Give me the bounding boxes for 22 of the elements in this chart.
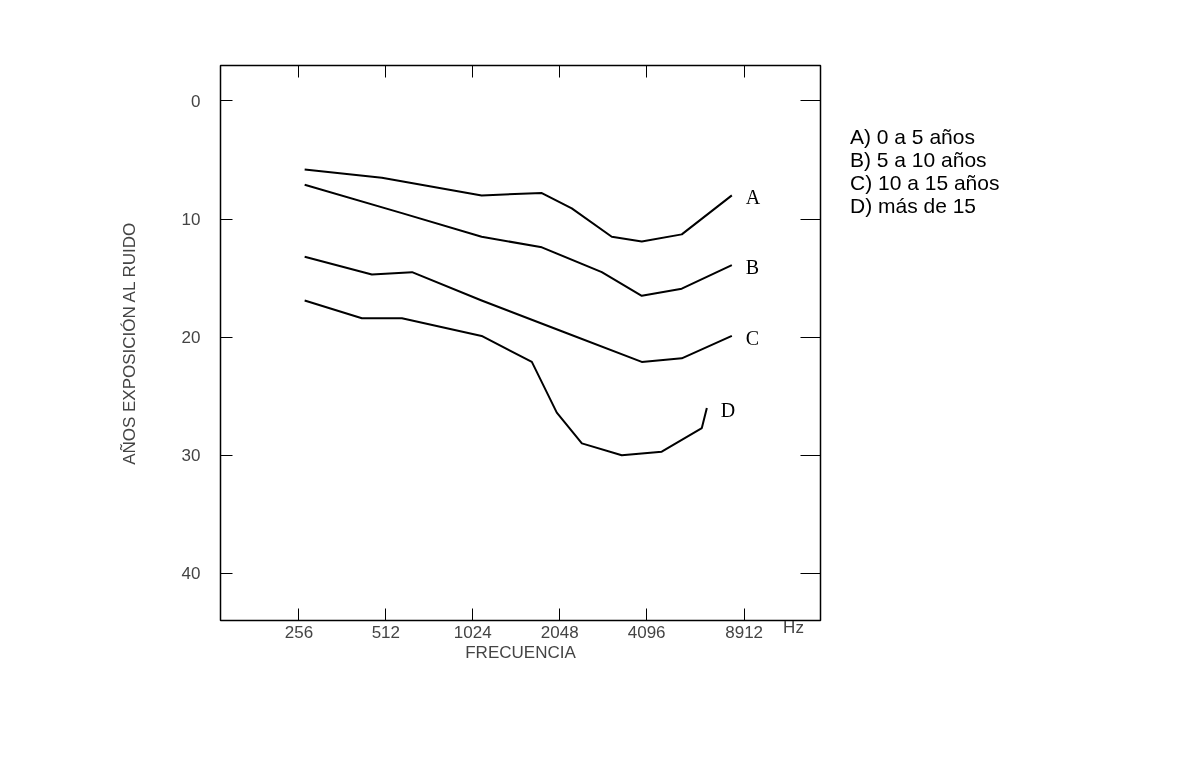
y-axis-title: AÑOS EXPOSICIÓN AL RUIDO (119, 222, 139, 465)
x-tick-label: 2048 (540, 622, 579, 642)
text: C) 10 a 15 años (850, 171, 1000, 194)
x-tick-label: 1024 (453, 622, 492, 642)
x-tick-label: 512 (371, 622, 401, 642)
annotation: Hz (783, 617, 804, 637)
series-label: A (745, 186, 761, 209)
legend-label: C (745, 326, 760, 349)
x-tick-label: 8912 (725, 622, 764, 642)
x-tick-label: 256 (284, 622, 314, 642)
text: B) 5 a 10 años (850, 148, 988, 171)
text: A) 0 a 5 años (850, 125, 976, 148)
y-tick-label: 0 (191, 91, 201, 111)
text: D) más de 15 (850, 194, 978, 217)
y-tick-label: 20 (181, 328, 201, 348)
y-tick-label: 10 (181, 210, 201, 230)
series-label: B (745, 256, 760, 279)
series-label: D (720, 398, 736, 421)
x-axis-title: FRECUENCIA (465, 642, 577, 662)
y-tick-label: 40 (181, 564, 201, 584)
y-tick-label: 30 (181, 446, 201, 466)
x-tick-label: 4096 (627, 622, 666, 642)
